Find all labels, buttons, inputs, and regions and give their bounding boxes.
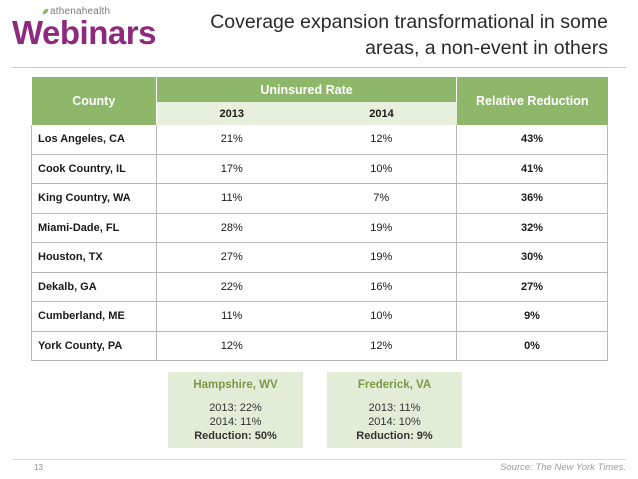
cell-2014: 19% — [306, 242, 457, 273]
cell-relative: 41% — [456, 154, 609, 184]
cell-2014: 7% — [306, 183, 457, 214]
callout-2014: 2014: 11% — [209, 416, 262, 428]
header-uninsured-rate: Uninsured Rate — [156, 77, 458, 102]
callout-name: Hampshire, WV — [193, 379, 278, 391]
cell-county: Miami-Dade, FL — [31, 213, 157, 243]
slide-title: Coverage expansion transformational in s… — [168, 9, 608, 61]
cell-2014: 16% — [306, 272, 457, 302]
callout-hampshire: Hampshire, WV 2013: 22% 2014: 11% Reduct… — [168, 372, 303, 448]
cell-relative: 32% — [456, 213, 609, 243]
table-row: York County, PA 12% 12% 0% — [31, 331, 609, 361]
cell-county: King Country, WA — [31, 183, 157, 214]
callout-2013: 2013: 22% — [209, 402, 262, 414]
header-year-2013: 2013 — [156, 102, 307, 125]
slide-title-line-1: Coverage expansion transformational in s… — [210, 11, 608, 33]
callout-reduction: Reduction: 50% — [194, 430, 277, 442]
source-note: Source: The New York Times. — [500, 462, 626, 473]
header-year-2014: 2014 — [306, 102, 457, 125]
header-county: County — [31, 77, 157, 125]
cell-county: Cook Country, IL — [31, 154, 157, 184]
cell-2014: 12% — [306, 331, 457, 361]
cell-county: York County, PA — [31, 331, 157, 361]
cell-2014: 10% — [306, 154, 457, 184]
brand-subtitle: athenahealth — [50, 6, 111, 17]
cell-2013: 11% — [156, 301, 307, 332]
cell-county: Cumberland, ME — [31, 301, 157, 332]
cell-relative: 9% — [456, 301, 609, 332]
cell-relative: 36% — [456, 183, 609, 214]
callout-2014: 2014: 10% — [368, 416, 421, 428]
cell-county: Houston, TX — [31, 242, 157, 273]
callout-name: Frederick, VA — [357, 379, 432, 391]
page-number: 13 — [34, 463, 43, 472]
cell-2013: 17% — [156, 154, 307, 184]
cell-county: Los Angeles, CA — [31, 125, 157, 155]
cell-2014: 19% — [306, 213, 457, 243]
table-row: Cook Country, IL 17% 10% 41% — [31, 154, 609, 184]
table-row: Cumberland, ME 11% 10% 9% — [31, 301, 609, 332]
cell-2013: 28% — [156, 213, 307, 243]
footer-divider — [12, 459, 626, 460]
slide-title-line-2: areas, a non-event in others — [365, 37, 608, 59]
callout-reduction: Reduction: 9% — [356, 430, 433, 442]
brand-logo: athenahealth Webinars — [12, 6, 156, 52]
cell-2013: 22% — [156, 272, 307, 302]
cell-relative: 27% — [456, 272, 609, 302]
table-row: Miami-Dade, FL 28% 19% 32% — [31, 213, 609, 243]
table-row: Dekalb, GA 22% 16% 27% — [31, 272, 609, 302]
brand-wordmark: Webinars — [12, 14, 156, 51]
cell-2013: 11% — [156, 183, 307, 214]
header-divider — [12, 67, 626, 68]
table-row: Los Angeles, CA 21% 12% 43% — [31, 125, 609, 155]
cell-relative: 43% — [456, 125, 609, 155]
cell-2014: 10% — [306, 301, 457, 332]
header-relative-reduction: Relative Reduction — [456, 77, 608, 125]
cell-2013: 21% — [156, 125, 307, 155]
table-row: Houston, TX 27% 19% 30% — [31, 242, 609, 273]
table-row: King Country, WA 11% 7% 36% — [31, 183, 609, 214]
callout-frederick: Frederick, VA 2013: 11% 2014: 10% Reduct… — [327, 372, 462, 448]
cell-relative: 0% — [456, 331, 609, 361]
cell-relative: 30% — [456, 242, 609, 273]
cell-2013: 27% — [156, 242, 307, 273]
cell-2013: 12% — [156, 331, 307, 361]
callout-2013: 2013: 11% — [368, 402, 421, 414]
uninsured-rate-table: County Uninsured Rate Relative Reduction… — [31, 77, 609, 361]
cell-county: Dekalb, GA — [31, 272, 157, 302]
cell-2014: 12% — [306, 125, 457, 155]
athenahealth-leaf-icon — [42, 8, 49, 15]
